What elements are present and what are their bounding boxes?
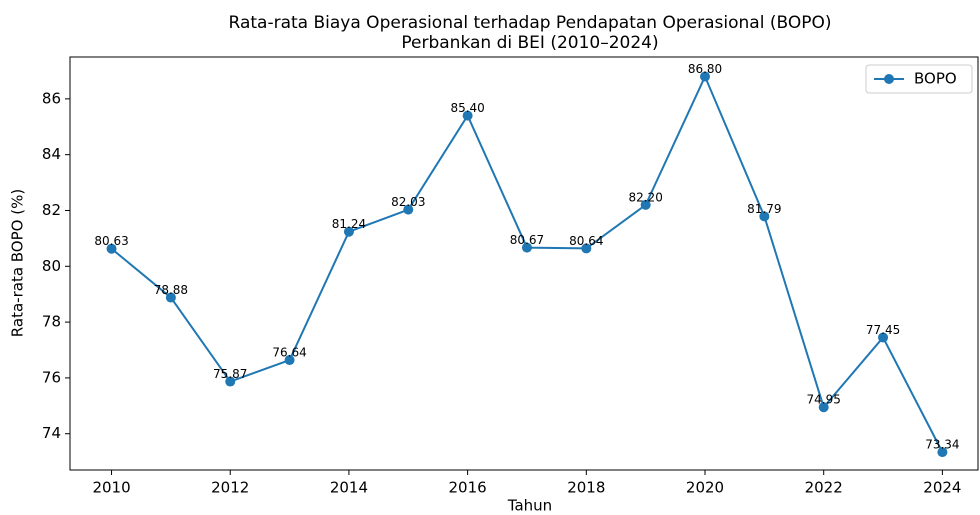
x-tick-label: 2012: [211, 479, 249, 497]
marker: [581, 243, 592, 254]
data-label: 73.34: [925, 438, 959, 452]
marker: [878, 332, 889, 343]
y-tick-label: 80: [42, 257, 61, 275]
marker: [640, 199, 651, 210]
data-label: 77.45: [866, 323, 900, 337]
y-axis-label: Rata-rata BOPO (%): [9, 189, 27, 337]
data-label: 81.79: [747, 202, 781, 216]
data-label: 76.64: [272, 346, 306, 360]
x-tick-label: 2018: [567, 479, 605, 497]
data-label: 80.67: [510, 233, 544, 247]
marker: [284, 355, 295, 366]
chart-title: Rata-rata Biaya Operasional terhadap Pen…: [229, 13, 832, 33]
chart-title: Perbankan di BEI (2010–2024): [401, 33, 658, 53]
legend-marker: [884, 74, 894, 84]
x-tick-label: 2024: [923, 479, 961, 497]
data-label: 85.40: [450, 101, 484, 115]
marker: [225, 376, 236, 387]
marker: [521, 242, 532, 253]
data-label: 78.88: [154, 283, 188, 297]
data-label: 86.80: [688, 62, 722, 76]
data-label: 74.95: [807, 393, 841, 407]
y-tick-label: 74: [42, 424, 61, 442]
y-tick-label: 86: [42, 89, 61, 107]
marker: [462, 110, 473, 121]
marker: [759, 211, 770, 222]
y-tick-label: 84: [42, 145, 61, 163]
marker: [700, 71, 711, 82]
y-tick-label: 78: [42, 313, 61, 331]
x-tick-label: 2016: [449, 479, 487, 497]
marker: [343, 226, 354, 237]
data-label: 82.20: [628, 190, 662, 204]
legend-box: [865, 64, 973, 94]
marker: [937, 447, 948, 458]
plot-frame: [69, 56, 979, 471]
marker: [403, 204, 414, 215]
x-tick-label: 2014: [330, 479, 368, 497]
data-label: 81.24: [332, 217, 366, 231]
x-tick-label: 2020: [686, 479, 724, 497]
x-tick-label: 2010: [92, 479, 130, 497]
data-label: 75.87: [213, 367, 247, 381]
data-label: 82.03: [391, 195, 425, 209]
marker: [165, 292, 176, 303]
marker: [818, 402, 829, 413]
legend-label: BOPO: [914, 70, 957, 88]
x-tick-label: 2022: [805, 479, 843, 497]
data-label: 80.64: [569, 234, 603, 248]
marker: [106, 243, 117, 254]
y-tick-label: 82: [42, 201, 61, 219]
x-axis-label: Tahun: [507, 497, 552, 515]
y-tick-label: 76: [42, 368, 61, 386]
data-label: 80.63: [94, 234, 128, 248]
